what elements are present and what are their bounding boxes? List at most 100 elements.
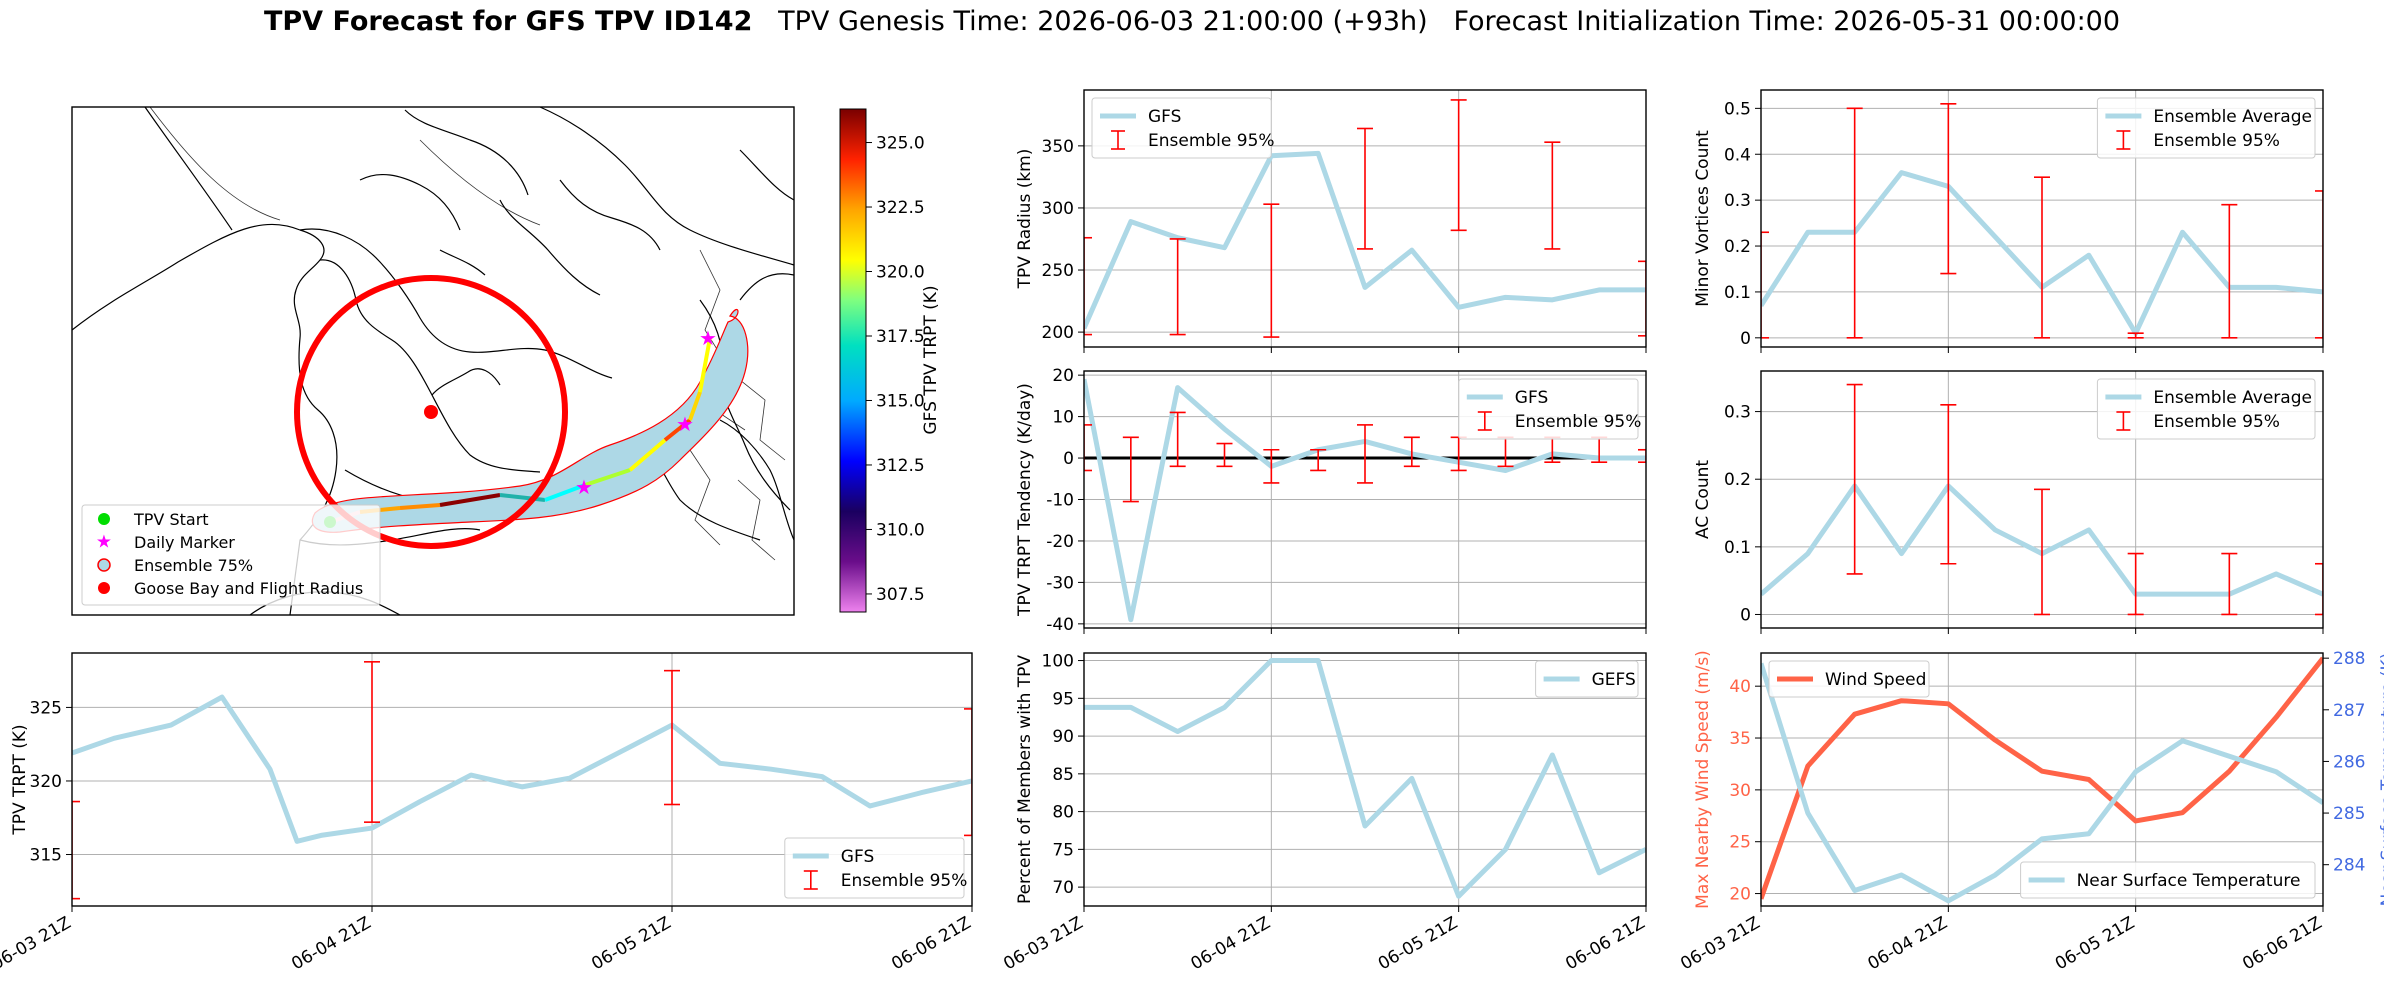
track-seg-7 xyxy=(584,468,631,487)
legend: Near Surface Temperature xyxy=(2020,861,2316,899)
y-tick-label: 0.1 xyxy=(1724,283,1751,303)
legend-label: Ensemble 95% xyxy=(2153,412,2280,432)
goose-bay-marker xyxy=(424,405,438,419)
y-tick-label: 0 xyxy=(1740,605,1751,625)
y-tick-label: 0.2 xyxy=(1724,470,1751,490)
track-seg-5 xyxy=(499,493,546,502)
x-tick-label: 06-06 21Z xyxy=(888,913,974,974)
legend-label: Ensemble 95% xyxy=(841,871,968,891)
x-tick-label: 06-03 21Z xyxy=(1000,913,1086,974)
series-line-wind-speed xyxy=(1761,656,2323,900)
axes-frame xyxy=(71,652,973,907)
legend-label: Ensemble Average xyxy=(2153,107,2312,127)
legend-label: Wind Speed xyxy=(1825,670,1926,690)
track-seg-11 xyxy=(698,337,712,393)
title-genesis: TPV Genesis Time: 2026-06-03 21:00:00 (+… xyxy=(778,6,1428,37)
members-series xyxy=(1084,658,1646,899)
y-tick-label: 0.2 xyxy=(1724,237,1751,257)
legend-label: GFS xyxy=(1148,107,1181,127)
series-line-gfs xyxy=(72,694,972,844)
x-tick-label: 06-04 21Z xyxy=(1865,913,1951,974)
colorbar-tick-label: 320.0 xyxy=(876,263,925,283)
daily-marker-3: ★ xyxy=(699,326,717,350)
x-tick-label: 06-05 21Z xyxy=(2052,913,2138,974)
axes-frame xyxy=(1083,89,1647,348)
track-seg-4 xyxy=(439,493,501,507)
members-panel: 70 75 80 85 90 95 100 06-03 21Z 06-04 21Z 06-05 2… xyxy=(1000,652,1648,975)
legend-box xyxy=(2096,97,2316,159)
y-tick-label: 0.3 xyxy=(1724,191,1751,211)
colorbar-tick-label: 307.5 xyxy=(876,585,925,605)
legend-daily-label: Daily Marker xyxy=(134,533,235,552)
colorbar-ticks: 307.5 310.0 312.5 315.0 317.5 320.0 322.5 325.0 xyxy=(866,134,925,605)
legend-box xyxy=(1091,97,1272,159)
radius-series xyxy=(1084,99,1646,338)
y-tick-label: 75 xyxy=(1052,840,1074,860)
legend-label: Ensemble 95% xyxy=(2153,131,2280,151)
y-axis-label: Percent of Members with TPV xyxy=(1015,655,1035,904)
colorbar: 307.5 310.0 312.5 315.0 317.5 320.0 322.5 325.0… xyxy=(839,108,941,613)
y2-tick-label: 286 xyxy=(2333,752,2365,772)
ac-series xyxy=(1761,383,2323,616)
x-tick-label: 06-03 21Z xyxy=(0,913,75,974)
flight-radius-circle xyxy=(294,275,568,549)
colorbar-tick-label: 315.0 xyxy=(876,391,925,411)
minor-series xyxy=(1761,102,2323,339)
trpt-series xyxy=(72,661,972,900)
minor-panel: 0 0.1 0.2 0.3 0.4 0.5 Minor Vortices Count Ense… xyxy=(1693,89,2324,353)
legend-label: Near Surface Temperature xyxy=(2077,871,2301,891)
radius-panel: 200 250 300 350 TPV Radius (km) GFS Ensemble 9… xyxy=(1015,89,1647,353)
y-tick-label: 20 xyxy=(1729,885,1751,905)
y-tick-label: 0.1 xyxy=(1724,538,1751,558)
legend-daily-icon: ★ xyxy=(96,532,112,553)
colorbar-tick-label: 317.5 xyxy=(876,327,925,347)
map-legend: TPV Start ★ Daily Marker Ensemble 75% Go… xyxy=(81,504,381,606)
y-tick-label: 10 xyxy=(1052,408,1074,428)
trpt-panel: 315 320 325 06-03 21Z 06-04 21Z 06-05 21Z 06-0… xyxy=(0,652,975,974)
y-axis-label: Max Nearby Wind Speed (m/s) xyxy=(1693,650,1713,909)
axes-frame xyxy=(1760,652,2324,907)
legend-label: Ensemble 95% xyxy=(1148,131,1275,151)
y-tick-label: 300 xyxy=(1042,199,1074,219)
y-tick-label: 20 xyxy=(1052,366,1074,386)
y-tick-label: -10 xyxy=(1046,491,1074,511)
y-tick-label: 35 xyxy=(1729,729,1751,749)
legend-goosebay-label: Goose Bay and Flight Radius xyxy=(134,579,363,598)
axes-frame xyxy=(1760,89,2324,348)
y-axis-label: AC Count xyxy=(1693,460,1713,539)
y-tick-label: 250 xyxy=(1042,261,1074,281)
y-tick-label: 30 xyxy=(1729,781,1751,801)
y-tick-label: -30 xyxy=(1046,573,1074,593)
daily-marker-2: ★ xyxy=(676,412,694,436)
legend-start-icon xyxy=(98,513,110,525)
colorbar-label: GFS TPV TRPT (K) xyxy=(921,285,941,434)
legend-ensemble75-icon xyxy=(97,558,111,572)
y-tick-label: 80 xyxy=(1052,803,1074,823)
legend-box xyxy=(2020,861,2316,899)
y-tick-label: 315 xyxy=(30,846,62,866)
map-legend-box xyxy=(81,504,381,606)
y2-tick-label: 288 xyxy=(2333,649,2365,669)
y2-tick-label: 284 xyxy=(2333,856,2365,876)
series-line-gfs xyxy=(1084,150,1646,330)
series-line-gefs xyxy=(1084,658,1646,899)
legend-label: GFS xyxy=(1515,388,1548,408)
legend: GFS Ensemble 95% xyxy=(1458,378,1641,440)
legend-start-label: TPV Start xyxy=(133,510,209,529)
y-tick-label: 325 xyxy=(30,698,62,718)
y-tick-label: 70 xyxy=(1052,878,1074,898)
y-tick-label: 100 xyxy=(1042,652,1074,672)
wind_temp-panel: 20 25 30 35 40 06-03 21Z 06-04 21Z 06-05 21Z 06-… xyxy=(1677,649,2384,974)
legend: Ensemble Average Ensemble 95% xyxy=(2096,97,2316,159)
y2-tick-label: 285 xyxy=(2333,804,2365,824)
colorbar-gradient xyxy=(839,108,867,613)
y-axis-label: TPV TRPT (K) xyxy=(10,724,30,835)
axes-frame xyxy=(1760,370,2324,629)
y-tick-label: 85 xyxy=(1052,765,1074,785)
map-panel: ★ ★ ★ TPV Start ★ Daily Marker Ensemble … xyxy=(71,106,795,616)
x-tick-label: 06-05 21Z xyxy=(1375,913,1461,974)
tendency-panel: -40 -30 -20 -10 0 10 20 TPV TRPT Tendency (K/da… xyxy=(1015,366,1647,635)
x-tick-label: 06-05 21Z xyxy=(588,913,674,974)
